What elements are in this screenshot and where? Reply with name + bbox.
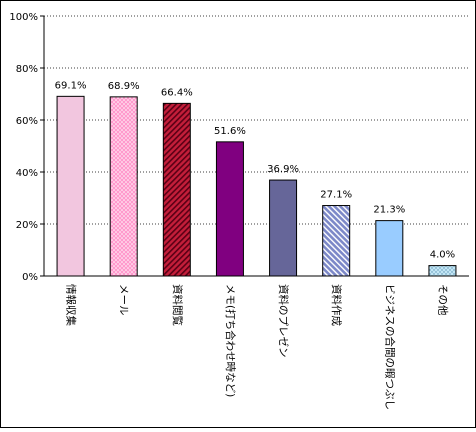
- category-label: 資料閲覧: [171, 284, 184, 326]
- bar: [162, 102, 191, 277]
- value-labels: 69.1% 68.9% 66.4% 51.6% 36.9% 27.1% 21.3% 4.0%: [55, 80, 455, 260]
- bar: [322, 205, 351, 277]
- y-tick-label: 40%: [16, 168, 38, 179]
- data-label: 27.1%: [320, 190, 352, 201]
- bar: [269, 179, 298, 277]
- category-label: 資料作成: [330, 284, 343, 326]
- category-labels: 情報収集 メール 資料閲覧 メモ(打ち合わせ時など) 資料のプレゼン 資料作成 ビジネスの合…: [65, 284, 450, 410]
- category-label: 情報収集: [65, 284, 78, 326]
- y-tick-label: 80%: [16, 64, 38, 75]
- bars: [56, 95, 457, 277]
- y-tick-label: 20%: [16, 220, 38, 231]
- category-label: その他: [436, 284, 449, 316]
- bar: [215, 141, 244, 277]
- y-axis-ticks: 0% 20% 40% 60% 80% 100%: [9, 12, 44, 283]
- data-label: 51.6%: [214, 126, 246, 137]
- gridlines: [44, 15, 469, 225]
- axes: [43, 16, 469, 277]
- data-label: 68.9%: [108, 81, 140, 92]
- data-label: 4.0%: [430, 250, 455, 261]
- data-label: 69.1%: [55, 80, 87, 91]
- bar: [109, 96, 138, 277]
- category-label: メール: [118, 284, 130, 316]
- y-tick-label: 100%: [9, 12, 38, 23]
- y-tick-label: 60%: [16, 116, 38, 127]
- y-tick-label: 0%: [22, 272, 38, 283]
- data-label: 21.3%: [373, 205, 405, 216]
- category-label: ビジネスの合間の暇つぶし: [383, 284, 396, 410]
- bar: [428, 265, 457, 277]
- category-label: メモ(打ち合わせ時など): [224, 284, 237, 397]
- bar: [56, 95, 85, 277]
- data-label: 36.9%: [267, 164, 299, 175]
- bar: [375, 220, 404, 277]
- data-label: 66.4%: [161, 87, 193, 98]
- category-label: 資料のプレゼン: [277, 284, 290, 358]
